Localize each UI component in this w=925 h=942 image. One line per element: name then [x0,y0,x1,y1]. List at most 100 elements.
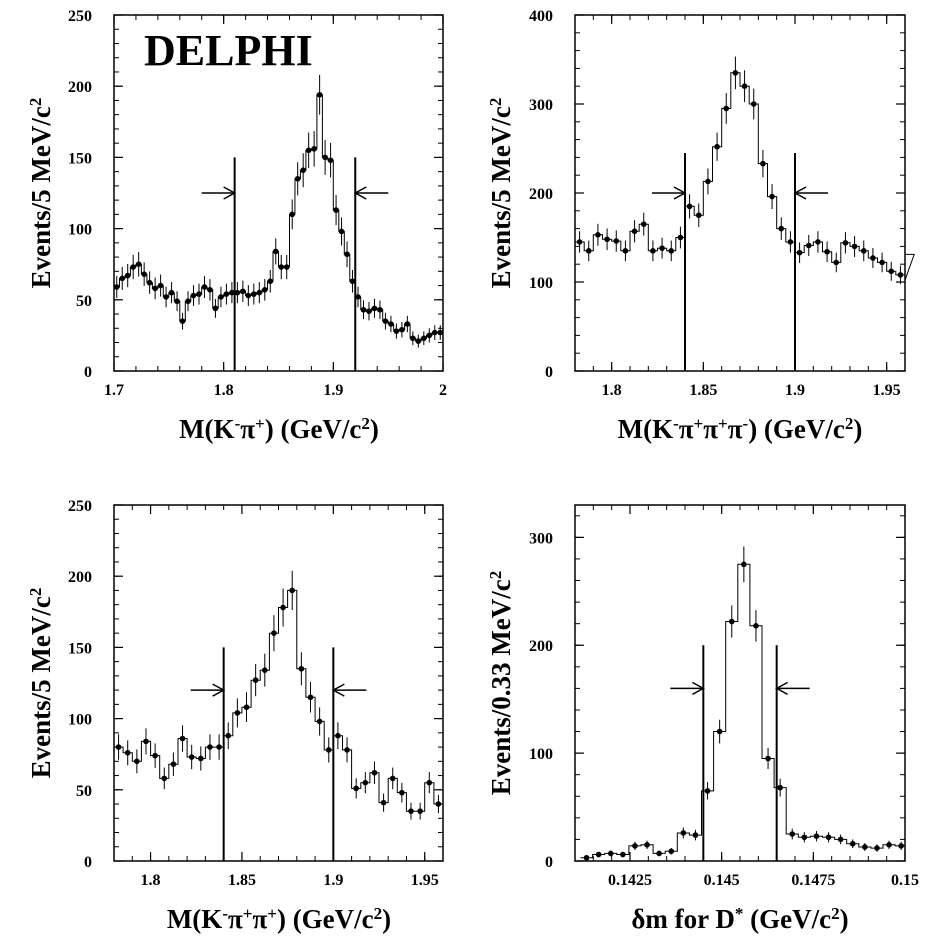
data-point [753,623,759,629]
data-point [640,221,647,227]
label-part: + [718,414,728,433]
y-tick-label: 50 [76,293,92,310]
data-point [723,105,730,112]
x-tick-label: 0.1425 [608,872,652,889]
data-point [399,326,405,333]
data-point [174,298,180,305]
data-point [188,754,195,760]
data-point [716,728,723,735]
data-point [728,618,735,625]
data-point [849,840,856,847]
label-part: - [673,414,679,433]
x-tick-label: 1.85 [228,872,256,889]
data-point [382,318,389,324]
label-part: M(K [179,414,234,444]
label-part: ) [370,414,379,444]
x-tick-label: 1.7 [104,382,124,399]
data-point [668,248,675,254]
x-axis-label: δm for D* (GeV/c2) [631,904,848,935]
data-point [760,160,766,167]
y-tick-label: 200 [529,186,553,203]
data-point [870,255,876,261]
data-point [234,289,241,296]
data-point [170,761,177,767]
data-point [408,808,414,814]
label-part: - [235,414,241,433]
data-point [650,248,656,254]
data-point [388,321,394,327]
x-tick-label: 0.1475 [791,872,835,889]
data-point [124,272,131,279]
x-tick-label: 1.8 [602,382,622,399]
label-part: - [222,904,228,923]
y-axis-label: Events/5 MeV/c2 [26,588,57,779]
data-point [124,749,131,756]
x-tick-label: 1.8 [214,382,234,399]
data-point [842,240,849,246]
data-point [765,755,771,762]
data-point [898,843,904,849]
label-part: + [694,414,704,433]
plot-frame [574,504,906,862]
data-point [280,604,286,611]
data-point [686,203,693,210]
cut-arrow-head [223,186,237,200]
cut-arrow-head [331,683,345,697]
data-point [289,211,296,218]
data-point [234,710,241,716]
experiment-label: DELPHI [144,26,313,75]
label-part: Events/5 MeV/c [26,596,56,778]
data-point [417,808,423,814]
data-point [380,799,387,806]
cut-arrow-head [691,681,705,696]
data-point [750,101,757,107]
label-part: π [228,904,243,934]
label-part: 2 [26,98,45,107]
data-point [741,83,748,89]
data-point [377,306,383,313]
data-point [371,305,378,312]
data-point [897,272,904,278]
y-tick-label: 100 [529,275,553,292]
y-tick-label: 400 [529,8,553,25]
data-point [305,147,312,154]
data-point [879,259,885,266]
data-point [272,248,279,255]
data-point [677,234,684,241]
data-point [805,242,812,249]
label-part: + [243,904,253,923]
data-point [366,308,372,314]
data-point [595,232,601,238]
data-point [256,289,263,296]
cut-arrow-head [775,681,789,696]
data-point [338,228,345,235]
data-point [130,264,136,270]
data-point [196,291,202,297]
x-tick-label: 1.8 [141,872,161,889]
data-point [243,704,250,711]
y-tick-label: 150 [68,150,92,167]
label-part: Events/5 MeV/c [486,106,516,288]
data-point [185,298,191,305]
label-part: ) [840,904,849,934]
label-part: Events/0.33 MeV/c [486,579,516,795]
data-point [349,278,356,285]
x-tick-label: 1.85 [689,382,717,399]
y-tick-label: 0 [84,364,92,381]
cut-arrow-head [212,683,226,697]
data-point [344,747,350,753]
x-tick-label: 1.9 [323,382,343,399]
data-point [261,287,268,293]
data-point [704,788,711,794]
y-tick-label: 0 [545,854,553,871]
data-point [240,288,246,295]
data-point [410,335,416,342]
data-point [298,665,305,672]
data-point [415,338,422,344]
data-point [252,677,259,683]
data-point [714,143,720,150]
data-point [399,789,405,796]
